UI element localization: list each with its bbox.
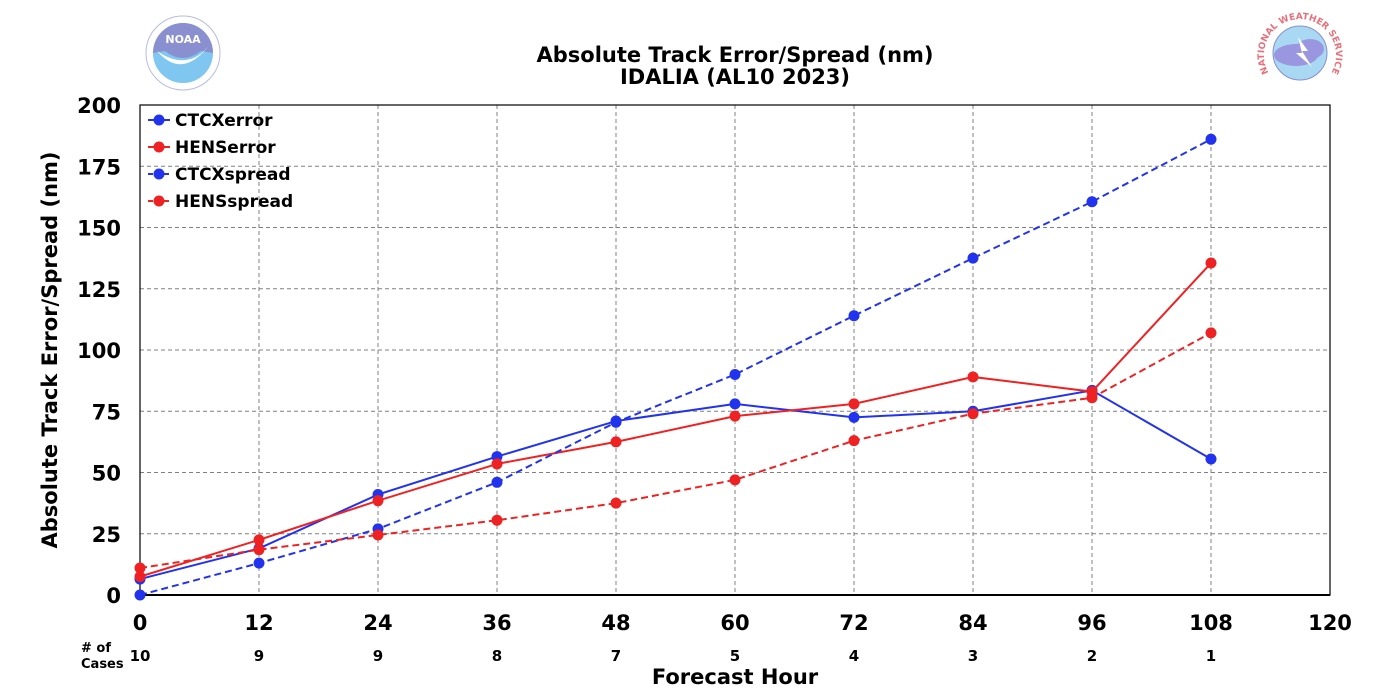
y-tick-label: 100 bbox=[77, 339, 121, 363]
x-tick-label: 24 bbox=[363, 611, 392, 635]
x-tick-label: 72 bbox=[839, 611, 868, 635]
case-count: 9 bbox=[254, 647, 264, 665]
legend-marker bbox=[153, 114, 165, 126]
case-count: 5 bbox=[730, 647, 740, 665]
data-point bbox=[253, 534, 265, 546]
legend-entry: CTCXerror bbox=[148, 111, 273, 131]
data-point bbox=[253, 544, 265, 556]
series-HENSspread bbox=[134, 327, 1217, 574]
data-point bbox=[134, 562, 146, 574]
data-point bbox=[610, 436, 622, 448]
grid bbox=[140, 105, 1330, 595]
legend-marker bbox=[153, 195, 165, 207]
data-point bbox=[491, 514, 503, 526]
data-point bbox=[253, 557, 265, 569]
x-tick-label: 12 bbox=[244, 611, 273, 635]
nws-logo: NATIONAL WEATHER SERVICE bbox=[1257, 12, 1343, 91]
data-point bbox=[1205, 257, 1217, 269]
data-point bbox=[372, 529, 384, 541]
y-tick-label: 200 bbox=[77, 94, 121, 118]
data-point bbox=[134, 571, 146, 583]
legend-label: HENSerror bbox=[175, 138, 276, 158]
legend-entry: HENSspread bbox=[148, 192, 293, 212]
legend-label: CTCXspread bbox=[175, 165, 291, 185]
legend-marker bbox=[153, 141, 165, 153]
data-point bbox=[729, 410, 741, 422]
legend-entry: HENSerror bbox=[148, 138, 276, 158]
data-point bbox=[729, 398, 741, 410]
y-tick-label: 75 bbox=[92, 400, 121, 424]
x-tick-label: 48 bbox=[601, 611, 630, 635]
y-tick-label: 150 bbox=[77, 217, 121, 241]
y-tick-label: 125 bbox=[77, 278, 121, 302]
y-tick-label: 175 bbox=[77, 155, 121, 179]
legend-label: HENSspread bbox=[175, 192, 293, 212]
case-count: 3 bbox=[968, 647, 978, 665]
plot-frame bbox=[139, 104, 1331, 596]
data-point bbox=[848, 398, 860, 410]
legend-entry: CTCXspread bbox=[148, 165, 291, 185]
cases-row: # of Cases 10 9 9 8 7 5 4 3 2 1 bbox=[81, 641, 1216, 672]
series-HENSerror bbox=[134, 257, 1217, 583]
x-tick-label: 84 bbox=[958, 611, 987, 635]
y-tick-labels: 0 25 50 75 100 125 150 175 200 bbox=[77, 94, 121, 608]
data-point bbox=[134, 589, 146, 601]
data-point bbox=[848, 310, 860, 322]
series-line bbox=[139, 138, 1212, 596]
data-point bbox=[967, 252, 979, 264]
y-tick-label: 25 bbox=[92, 523, 121, 547]
y-axis-label: Absolute Track Error/Spread (nm) bbox=[38, 151, 62, 548]
case-count: 10 bbox=[130, 647, 151, 665]
data-point bbox=[491, 458, 503, 470]
case-count: 9 bbox=[373, 647, 383, 665]
data-point bbox=[1086, 196, 1098, 208]
x-axis-label: Forecast Hour bbox=[652, 665, 819, 689]
data-point bbox=[1086, 392, 1098, 404]
x-tick-label: 36 bbox=[482, 611, 511, 635]
data-point bbox=[967, 371, 979, 383]
case-count: 8 bbox=[492, 647, 502, 665]
data-point bbox=[967, 408, 979, 420]
cases-label: # of Cases bbox=[81, 641, 124, 672]
x-tick-label: 0 bbox=[133, 611, 148, 635]
series-line bbox=[139, 262, 1212, 578]
y-tick-label: 0 bbox=[106, 584, 121, 608]
data-point bbox=[1205, 453, 1217, 465]
series-CTCXerror bbox=[134, 384, 1217, 585]
data-point bbox=[372, 495, 384, 507]
case-count: 2 bbox=[1087, 647, 1097, 665]
x-tick-label: 60 bbox=[720, 611, 749, 635]
x-tick-label: 120 bbox=[1308, 611, 1352, 635]
legend: CTCXerror HENSerror CTCXspread HENSspread bbox=[148, 111, 293, 212]
y-tick-label: 50 bbox=[92, 462, 121, 486]
noaa-logo: NOAA bbox=[145, 15, 221, 91]
svg-text:NOAA: NOAA bbox=[165, 33, 201, 46]
data-point bbox=[729, 369, 741, 380]
legend-label: CTCXerror bbox=[175, 111, 273, 131]
legend-marker bbox=[153, 168, 165, 180]
chart-title: Absolute Track Error/Spread (nm) bbox=[536, 43, 933, 67]
data-point bbox=[1205, 133, 1217, 145]
case-count: 4 bbox=[849, 647, 859, 665]
data-point bbox=[1205, 327, 1217, 339]
data-point bbox=[729, 474, 741, 486]
series-line bbox=[139, 389, 1212, 581]
data-point bbox=[610, 416, 622, 428]
x-tick-labels: 0 12 24 36 48 60 72 84 96 108 120 bbox=[133, 611, 1352, 635]
x-tick-label: 96 bbox=[1077, 611, 1106, 635]
case-count: 7 bbox=[611, 647, 621, 665]
series-line bbox=[139, 331, 1212, 570]
x-tick-label: 108 bbox=[1189, 611, 1233, 635]
data-point bbox=[848, 411, 860, 423]
data-point bbox=[848, 435, 860, 447]
case-count: 1 bbox=[1206, 647, 1216, 665]
data-point bbox=[610, 497, 622, 509]
data-point bbox=[491, 476, 503, 488]
series-layer bbox=[134, 133, 1217, 601]
chart-subtitle: IDALIA (AL10 2023) bbox=[620, 65, 850, 89]
